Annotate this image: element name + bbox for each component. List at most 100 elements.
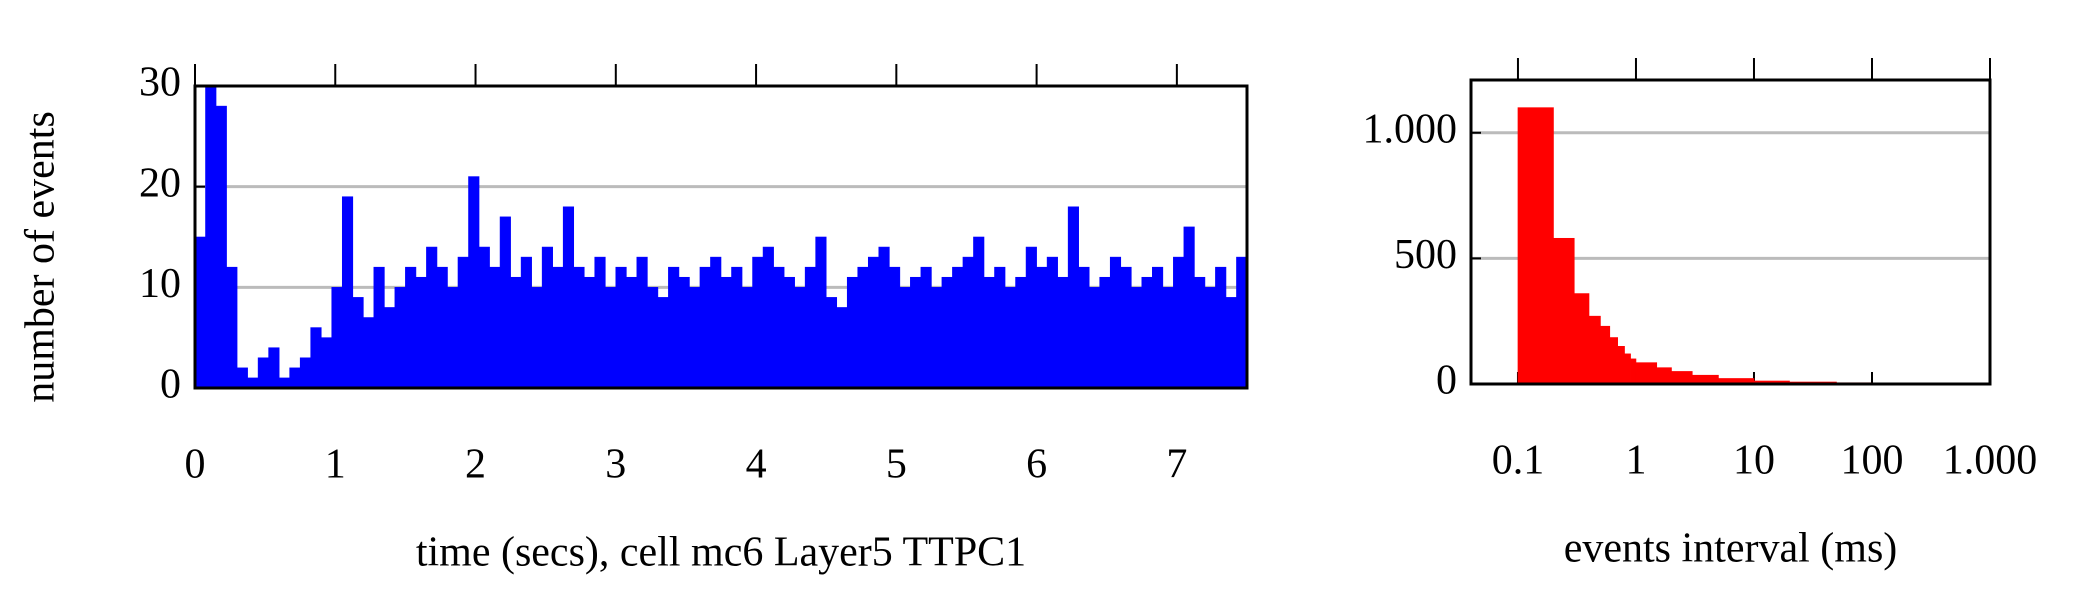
bar xyxy=(436,266,448,389)
plot-frame xyxy=(1469,78,1992,386)
bar xyxy=(1630,358,1637,385)
bar xyxy=(394,287,406,389)
bar xyxy=(352,297,364,389)
bar xyxy=(752,256,764,389)
bar xyxy=(1204,287,1216,389)
x-tick-label: 0.1 xyxy=(1492,438,1545,484)
bar xyxy=(604,287,617,389)
bar xyxy=(236,367,248,389)
bar xyxy=(910,276,922,389)
bar xyxy=(1088,287,1101,389)
x-tick-label: 0 xyxy=(185,442,206,488)
bar xyxy=(1225,297,1237,389)
bar xyxy=(994,266,1006,389)
bar xyxy=(720,276,732,389)
y-tick-label: 0 xyxy=(160,362,181,408)
bar xyxy=(741,287,753,389)
bar xyxy=(1152,266,1164,389)
bar xyxy=(268,347,280,389)
bar xyxy=(384,307,396,389)
y-tick-label: 20 xyxy=(139,160,181,206)
bar xyxy=(899,287,911,389)
plot-frame xyxy=(193,84,1249,390)
bar xyxy=(931,287,943,389)
bar xyxy=(1025,246,1037,389)
bar xyxy=(552,266,564,389)
bar xyxy=(594,256,606,389)
bar xyxy=(1588,315,1601,385)
bar xyxy=(194,236,206,389)
bar xyxy=(920,266,932,389)
bar xyxy=(278,377,290,389)
bar xyxy=(867,256,880,389)
bar xyxy=(331,287,343,389)
bar xyxy=(520,256,532,389)
x-tick-label: 1 xyxy=(325,442,346,488)
bar xyxy=(205,85,217,389)
bar xyxy=(257,357,269,389)
bar xyxy=(1057,276,1069,389)
x-tick-label: 1.000 xyxy=(1943,438,2038,484)
y-tick-label: 10 xyxy=(139,261,181,307)
bar xyxy=(773,266,785,389)
x-tick-label: 7 xyxy=(1166,442,1187,488)
bar xyxy=(626,276,638,389)
bar xyxy=(857,266,869,389)
bar xyxy=(1671,371,1693,385)
x-tick-label: 3 xyxy=(605,442,626,488)
bar xyxy=(299,357,312,389)
bar xyxy=(499,216,511,389)
bar xyxy=(1078,266,1090,389)
bar xyxy=(405,266,417,389)
bar xyxy=(699,266,711,389)
y-tick-label: 0 xyxy=(1436,358,1457,404)
bar xyxy=(952,266,964,389)
bar xyxy=(783,276,795,389)
bar xyxy=(1141,276,1153,389)
bar xyxy=(562,206,575,389)
bar xyxy=(878,246,890,389)
bar xyxy=(373,266,385,389)
x-axis-label: time (secs), cell mc6 Layer5 TTPC1 xyxy=(416,530,1026,576)
bar xyxy=(1194,276,1206,389)
bar xyxy=(636,256,648,389)
y-tick-label: 30 xyxy=(139,60,181,106)
bar xyxy=(1004,287,1016,389)
bar xyxy=(1573,293,1590,385)
bar xyxy=(689,287,701,389)
x-tick-label: 10 xyxy=(1733,438,1775,484)
bar xyxy=(941,276,953,389)
bar xyxy=(1635,362,1658,385)
bar xyxy=(247,377,259,389)
bar xyxy=(794,287,806,389)
bar xyxy=(541,246,553,389)
bar xyxy=(1173,256,1185,389)
bar xyxy=(731,266,743,389)
bar xyxy=(457,256,469,389)
bar xyxy=(363,317,375,389)
bar xyxy=(320,337,333,389)
bar xyxy=(615,266,627,389)
x-axis-label: events interval (ms) xyxy=(1564,526,1898,572)
bar xyxy=(215,105,227,389)
y-tick-label: 1.000 xyxy=(1363,106,1458,152)
bar xyxy=(1517,107,1554,385)
bar xyxy=(1109,256,1122,389)
bar xyxy=(1624,353,1631,385)
bar xyxy=(1215,266,1227,389)
bar xyxy=(647,287,659,389)
bar xyxy=(226,266,238,389)
x-tick-label: 5 xyxy=(886,442,907,488)
bar xyxy=(1162,287,1174,389)
bar xyxy=(478,246,490,389)
bar xyxy=(1046,256,1058,389)
bar xyxy=(1015,276,1027,389)
bar xyxy=(836,307,848,389)
y-tick-label: 500 xyxy=(1394,232,1457,278)
bar xyxy=(1120,266,1132,389)
bar xyxy=(415,276,427,389)
bar xyxy=(289,367,301,389)
bar xyxy=(668,266,680,389)
bar xyxy=(804,266,816,389)
bar xyxy=(1183,226,1195,389)
